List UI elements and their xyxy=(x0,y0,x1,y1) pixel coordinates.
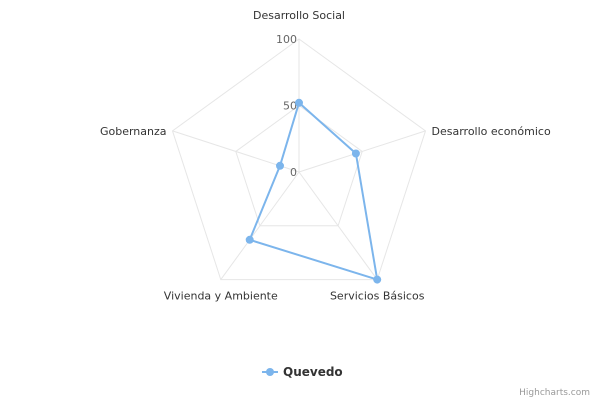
tick-label: 50 xyxy=(283,100,297,113)
tick-label: 0 xyxy=(290,166,297,179)
data-point[interactable] xyxy=(351,149,360,158)
spoke-3 xyxy=(220,171,300,280)
series-layer xyxy=(245,98,382,284)
tick-label: 100 xyxy=(276,33,297,46)
data-point[interactable] xyxy=(295,98,303,107)
category-label: Vivienda y Ambiente xyxy=(164,290,278,303)
data-point[interactable] xyxy=(373,275,382,284)
grid-ring-1 xyxy=(171,38,427,281)
data-point[interactable] xyxy=(245,235,254,244)
category-label: Desarrollo Social xyxy=(253,9,345,22)
spoke-1 xyxy=(298,130,426,173)
spoke-2 xyxy=(298,171,378,280)
category-labels: Desarrollo Social Desarrollo económico Ser… xyxy=(100,9,551,303)
legend-item-label[interactable]: Quevedo xyxy=(283,365,343,379)
data-point[interactable] xyxy=(276,161,284,170)
category-label: Desarrollo económico xyxy=(432,125,551,138)
legend-marker xyxy=(266,368,274,376)
category-label: Servicios Básicos xyxy=(330,290,425,303)
radial-tick-labels: 0 50 100 xyxy=(276,33,297,179)
credits-link[interactable]: Highcharts.com xyxy=(519,388,590,398)
radar-grid xyxy=(171,38,427,281)
legend[interactable]: Quevedo xyxy=(262,365,343,379)
grid-ring-0 xyxy=(235,104,363,227)
category-label: Gobernanza xyxy=(100,125,167,138)
series-line xyxy=(248,101,379,281)
